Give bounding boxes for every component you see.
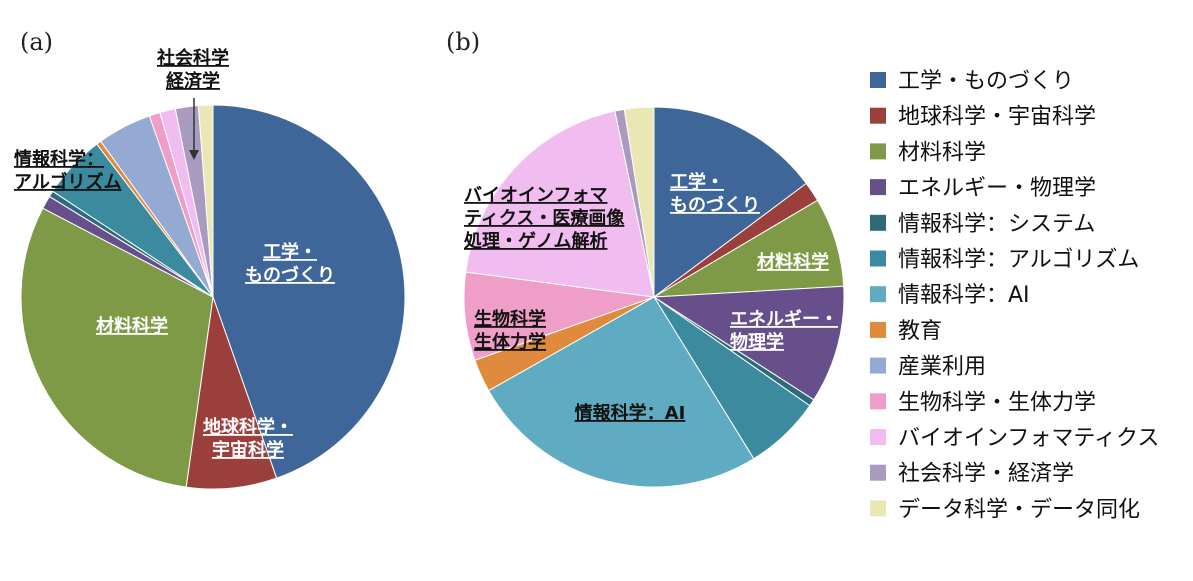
pie-slice-a-0 [212, 104, 406, 479]
slice-label-line: 生体力学 [474, 331, 546, 353]
pie-slice-a-12 [197, 104, 214, 298]
slice-label-line: ものづくり [670, 195, 760, 216]
slice-label-a-0: 工学・ものづくり [245, 241, 335, 286]
legend-swatch [870, 250, 886, 267]
pie-slice-b-3 [652, 285, 845, 401]
slice-label-line: 材料科学 [96, 315, 168, 337]
legend: 工学・ものづくり地球科学・宇宙科学材料科学エネルギー・物理学情報科学：システム情… [870, 69, 1159, 522]
pie-slice-b-6 [487, 296, 755, 488]
panel-label-b: (b) [446, 28, 480, 56]
slice-label-line: 材料科学 [757, 251, 829, 273]
legend-swatch [870, 357, 886, 374]
pie-slice-b-12 [623, 106, 655, 298]
legend-swatch [870, 286, 886, 303]
slice-label-line: 生物科学 [474, 308, 546, 330]
slice-label-a-4: 社会科学経済学 [157, 47, 229, 92]
legend-swatch [870, 464, 886, 481]
slice-label-b-0: 工学・ものづくり [670, 171, 760, 216]
slice-label-a-3: 情報科学：アルゴリズム [14, 148, 121, 193]
slice-label-line: 物理学 [730, 331, 784, 353]
slice-label-line: アルゴリズム [14, 171, 121, 193]
legend-label: 情報科学：AI [898, 283, 1030, 308]
legend-swatch [870, 72, 886, 88]
legend-swatch [870, 500, 886, 517]
legend-label: 情報科学：アルゴリズム [898, 248, 1139, 273]
legend-label: 生物科学・生体力学 [898, 390, 1096, 415]
slice-label-b-1: 材料科学 [757, 251, 829, 273]
slice-label-line: エネルギー・ [730, 309, 838, 330]
legend-swatch [870, 143, 886, 160]
legend-swatch [870, 321, 886, 338]
legend-swatch [870, 214, 886, 231]
pie-slice-a-2 [20, 207, 214, 488]
legend-label: 工学・ものづくり [898, 69, 1074, 94]
slice-label-line: ものづくり [245, 265, 335, 286]
slice-label-b-3: 情報科学：AI [575, 402, 686, 424]
slice-label-b-2: エネルギー・物理学 [730, 309, 838, 353]
slice-label-line: 情報科学：AI [575, 402, 686, 424]
legend-label: 地球科学・宇宙科学 [898, 105, 1096, 130]
slice-label-b-4: 生物科学生体力学 [474, 308, 546, 353]
slice-label-line: ティクス・医療画像 [464, 207, 625, 229]
slice-label-line: 情報科学： [14, 148, 104, 170]
legend-label: 教育 [898, 319, 942, 344]
slice-label-line: 工学・ [263, 241, 317, 263]
slice-label-a-1: 地球科学・宇宙科学 [203, 416, 293, 461]
legend-label: バイオインフォマティクス [898, 426, 1159, 451]
slice-label-line: バイオインフォマ [464, 185, 607, 206]
slice-label-line: 社会科学 [157, 47, 229, 69]
legend-swatch [870, 429, 886, 445]
pie-slice-b-10 [465, 110, 655, 298]
annotation-arrow-head [189, 150, 199, 160]
legend-label: 社会科学・経済学 [898, 462, 1074, 487]
legend-label: 産業利用 [898, 355, 986, 380]
slice-label-a-2: 材料科学 [96, 315, 168, 337]
pie-slice-b-0 [653, 106, 807, 298]
legend-label: エネルギー・物理学 [898, 176, 1096, 201]
legend-swatch [870, 393, 886, 410]
legend-label: 情報科学：システム [898, 212, 1095, 237]
legend-label: 材料科学 [898, 140, 986, 165]
slice-label-line: 経済学 [166, 70, 220, 92]
legend-label: データ科学・データ同化 [898, 497, 1140, 522]
slice-label-line: 処理・ゲノム解析 [464, 230, 607, 252]
slice-label-line: 地球科学・ [203, 416, 293, 438]
slice-label-b-5: バイオインフォマティクス・医療画像処理・ゲノム解析 [464, 185, 625, 252]
panel-label-a: (a) [20, 28, 53, 56]
slice-label-line: 宇宙科学 [212, 439, 284, 461]
legend-swatch [870, 107, 886, 124]
slice-label-line: 工学・ [670, 171, 724, 193]
legend-swatch [870, 179, 886, 196]
